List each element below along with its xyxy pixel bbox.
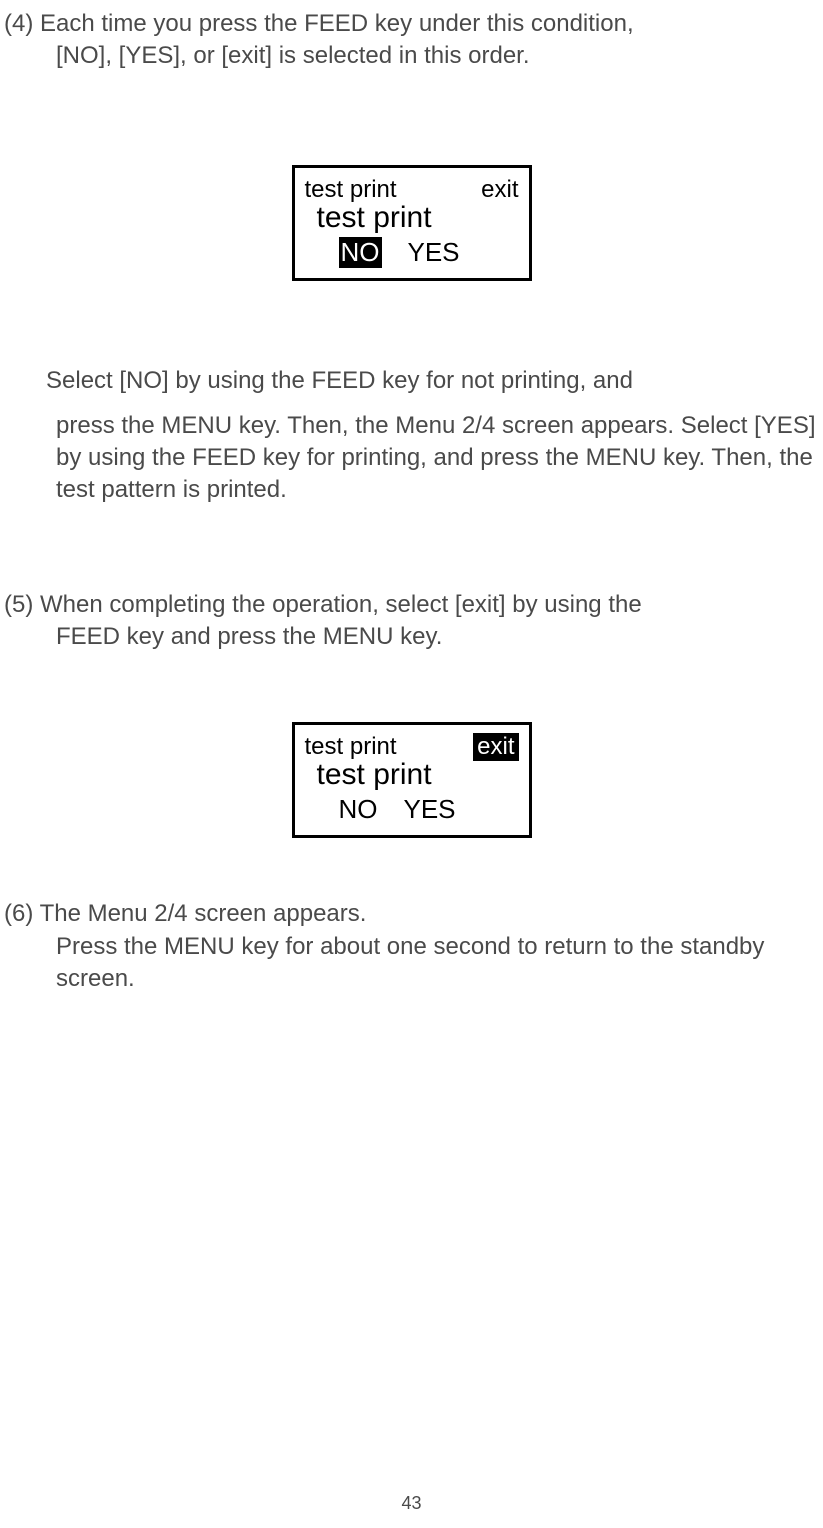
- step-5-line-1: (5) When completing the operation, selec…: [0, 589, 823, 621]
- display-2-bottom-row: NO YES: [305, 794, 519, 825]
- display-1-top-row: test print exit: [305, 176, 519, 204]
- step-6-block: (6) The Menu 2/4 screen appears. Press t…: [0, 898, 823, 995]
- step-4-continued: Select [NO] by using the FEED key for no…: [0, 365, 823, 507]
- step-4-block: (4) Each time you press the FEED key und…: [0, 8, 823, 73]
- step-5-line-2: FEED key and press the MENU key.: [0, 621, 823, 653]
- step-4-line-2: [NO], [YES], or [exit] is selected in th…: [0, 40, 823, 72]
- display-1-yes: YES: [408, 237, 460, 268]
- page-number: 43: [0, 1493, 823, 1514]
- display-2-top-row: test print exit: [305, 733, 519, 761]
- display-1-mid: test print: [305, 202, 519, 234]
- display-1-bottom-row: NO YES: [305, 237, 519, 268]
- display-1-top-right: exit: [481, 176, 518, 204]
- step-5-block: (5) When completing the operation, selec…: [0, 589, 823, 654]
- step-4-para-1: Select [NO] by using the FEED key for no…: [0, 365, 823, 397]
- display-2-no: NO: [339, 794, 378, 825]
- step-4-line-1: (4) Each time you press the FEED key und…: [0, 8, 823, 40]
- step-6-line-2: Press the MENU key for about one second …: [0, 931, 823, 996]
- display-box-2: test print exit test print NO YES: [292, 722, 532, 839]
- display-2-top-right: exit: [473, 733, 518, 761]
- display-1-top-left: test print: [305, 176, 397, 204]
- display-2-yes: YES: [404, 794, 456, 825]
- display-box-1: test print exit test print NO YES: [292, 165, 532, 282]
- step-6-line-1: (6) The Menu 2/4 screen appears.: [0, 898, 823, 930]
- step-4-para-2: press the MENU key. Then, the Menu 2/4 s…: [0, 410, 823, 507]
- display-2-top-left: test print: [305, 733, 397, 761]
- display-1-no: NO: [339, 237, 382, 268]
- display-2-mid: test print: [305, 759, 519, 791]
